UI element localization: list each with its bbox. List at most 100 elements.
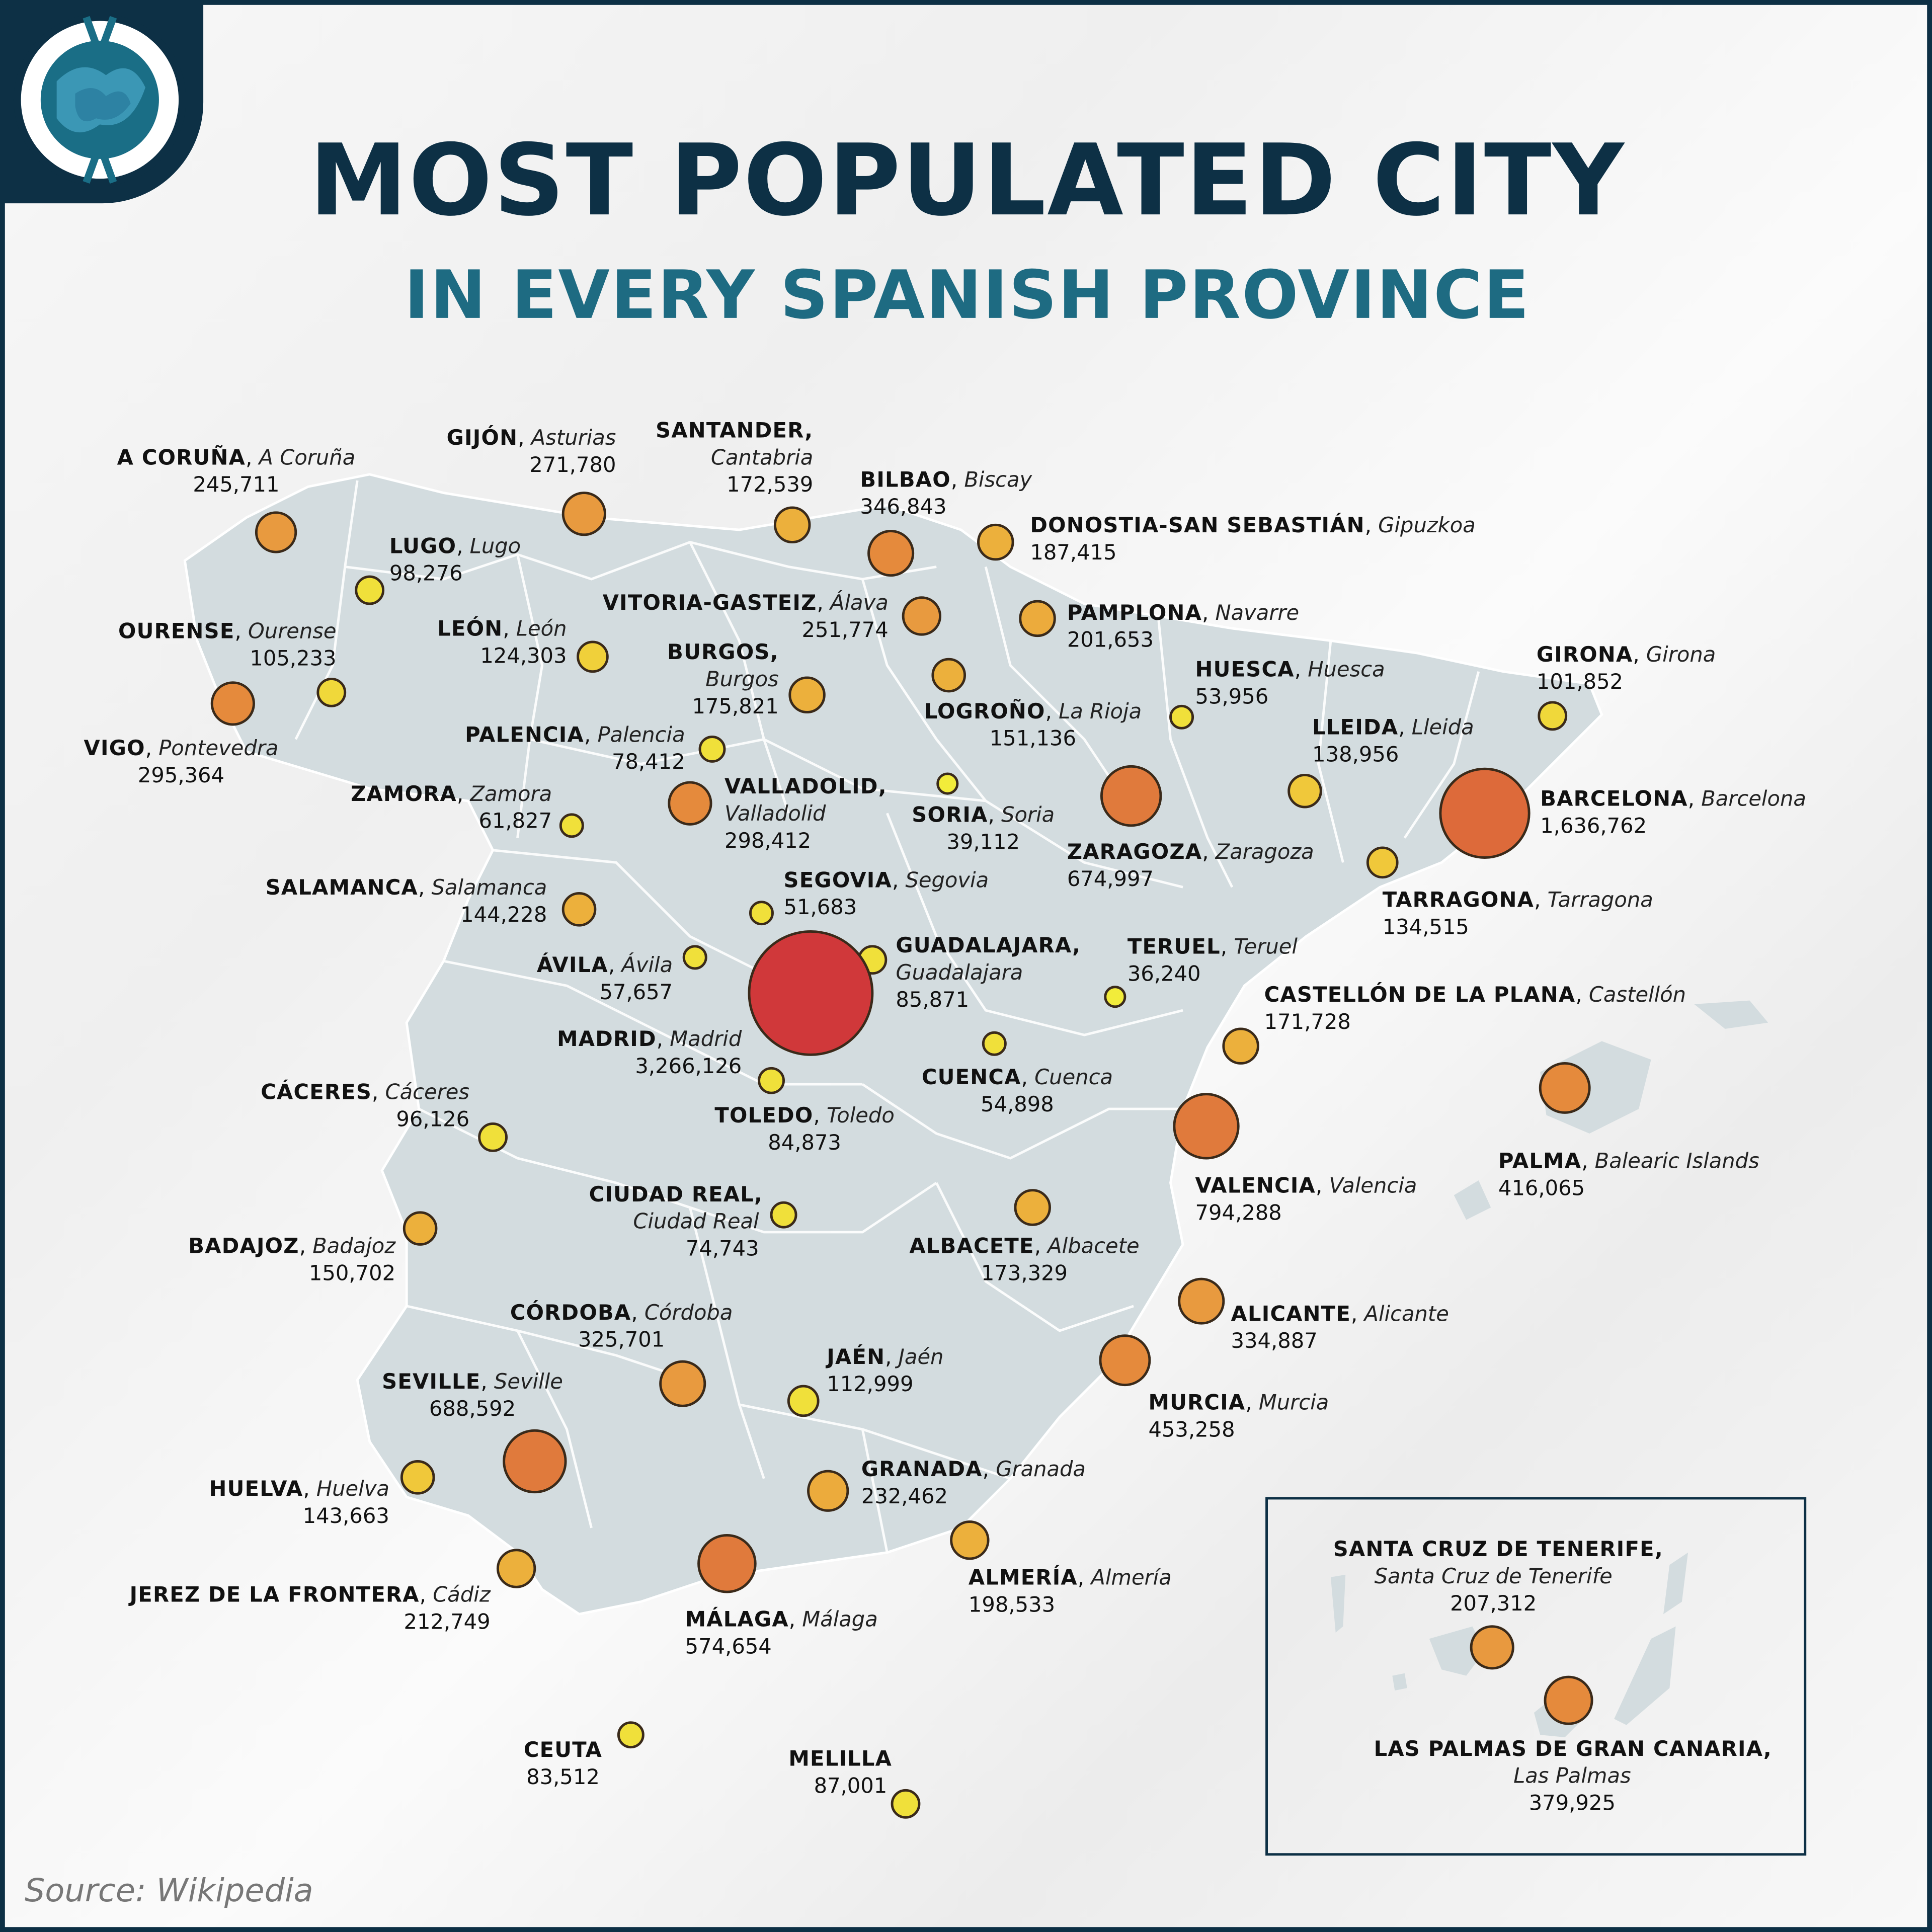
- label-jerez: JEREZ DE LA FRONTERA, Cádiz 212,749: [129, 1583, 491, 1635]
- bubble-jerez: [496, 1549, 536, 1588]
- bubble-gijon: [561, 492, 606, 536]
- label-almeria: ALMERÍA, Almería 198,533: [968, 1566, 1172, 1618]
- label-murcia: MURCIA, Murcia 453,258: [1148, 1391, 1329, 1443]
- source-note: Source: Wikipedia: [24, 1873, 313, 1910]
- bubble-lugo: [355, 575, 385, 605]
- label-gijon: GIJÓN, Asturias 271,780: [446, 426, 616, 478]
- label-huelva: HUELVA, Huelva 143,663: [209, 1477, 389, 1530]
- label-jaen: JAÉN, Jaén 112,999: [827, 1345, 944, 1398]
- bubble-cordoba: [659, 1360, 706, 1407]
- bubble-ourense: [316, 677, 347, 707]
- bubble-barcelona: [1439, 767, 1531, 859]
- bubble-lleida: [1287, 773, 1322, 809]
- bubble-valencia: [1173, 1093, 1240, 1160]
- bubble-vitoria: [902, 596, 942, 636]
- canary-islands-inset: [1265, 1497, 1807, 1856]
- label-las-palmas: LAS PALMAS DE GRAN CANARIA, Las Palmas 379…: [1374, 1737, 1772, 1816]
- bubble-teruel: [1104, 986, 1126, 1008]
- label-tarragona: TARRAGONA, Tarragona 134,515: [1382, 888, 1653, 940]
- bubble-murcia: [1099, 1334, 1151, 1387]
- mainland-land: [183, 473, 1603, 1616]
- canary-bubbles: [1470, 1625, 1593, 1725]
- bubble-malaga: [697, 1534, 757, 1593]
- label-granada: GRANADA, Granada 232,462: [861, 1458, 1086, 1510]
- label-ceuta: CEUTA 83,512: [523, 1738, 603, 1791]
- bubble-a-coruna: [255, 511, 297, 553]
- label-donostia: DONOSTIA-SAN SEBASTIÁN, Gipuzkoa 187,415: [1030, 514, 1476, 566]
- bubble-jaen: [787, 1385, 820, 1417]
- bubble-madrid: [748, 930, 874, 1056]
- label-avila: ÁVILA, Ávila 57,657: [536, 953, 673, 1006]
- bubble-albacete: [1014, 1189, 1051, 1226]
- label-bilbao: BILBAO, Biscay 346,843: [860, 468, 1032, 520]
- bubble-zamora: [559, 813, 584, 838]
- bubble-bilbao: [867, 530, 915, 577]
- label-segovia: SEGOVIA, Segovia 51,683: [783, 868, 989, 921]
- label-guadalajara: GUADALAJARA, Guadalajara 85,871: [896, 934, 1081, 1013]
- label-madrid: MADRID, Madrid 3,266,126: [557, 1027, 742, 1080]
- bubble-las-palmas: [1544, 1675, 1593, 1725]
- label-teruel: TERUEL, Teruel 36,240: [1127, 935, 1298, 987]
- city-bubbles: [210, 492, 1591, 1819]
- label-huesca: HUESCA, Huesca 53,956: [1195, 658, 1385, 710]
- label-melilla: MELILLA 87,001: [788, 1747, 893, 1799]
- label-cuenca: CUENCA, Cuenca 54,898: [921, 1066, 1113, 1118]
- bubble-zaragoza: [1100, 765, 1162, 827]
- label-ciudad-real: CIUDAD REAL, Ciudad Real 74,743: [589, 1183, 763, 1262]
- label-pamplona: PAMPLONA, Navarre 201,653: [1067, 601, 1300, 653]
- label-caceres: CÁCERES, Cáceres 96,126: [261, 1080, 470, 1133]
- bubble-vigo: [210, 681, 255, 726]
- label-cordoba: CÓRDOBA, Córdoba 325,701: [510, 1301, 733, 1353]
- bubble-almeria: [950, 1520, 990, 1560]
- logo-badge: [0, 0, 204, 204]
- bubble-palma: [1539, 1062, 1591, 1114]
- province-borders: [294, 480, 1480, 1553]
- label-toledo: TOLEDO, Toledo 84,873: [714, 1104, 895, 1156]
- bubble-santander: [773, 506, 811, 544]
- bubble-castellon: [1222, 1027, 1259, 1065]
- bubble-burgos: [788, 676, 826, 713]
- bubble-ciudad-real: [770, 1201, 797, 1229]
- label-santa-cruz: SANTA CRUZ DE TENERIFE, Santa Cruz de Ten…: [1333, 1538, 1663, 1617]
- label-valladolid: VALLADOLID, Valladolid 298,412: [725, 775, 887, 854]
- label-vitoria: VITORIA-GASTEIZ, Álava 251,774: [602, 591, 889, 643]
- label-malaga: MÁLAGA, Málaga 574,654: [685, 1607, 878, 1660]
- bubble-cuenca: [982, 1031, 1007, 1056]
- label-badajoz: BADAJOZ, Badajoz 150,702: [188, 1234, 396, 1286]
- page-subtitle: IN EVERY SPANISH PROVINCE: [404, 256, 1531, 334]
- label-lugo: LUGO, Lugo 98,276: [389, 534, 521, 587]
- label-logrono: LOGROÑO, La Rioja 151,136: [924, 700, 1142, 752]
- bubble-alicante: [1178, 1277, 1225, 1325]
- label-alicante: ALICANTE, Alicante 334,887: [1231, 1302, 1449, 1354]
- label-soria: SORIA, Soria 39,112: [912, 803, 1055, 855]
- canary-islands-land: [1330, 1552, 1688, 1738]
- label-valencia: VALENCIA, Valencia 794,288: [1195, 1174, 1417, 1226]
- label-castellon: CASTELLÓN DE LA PLANA, Castellón 171,728: [1264, 983, 1686, 1035]
- label-leon: LEÓN, León 124,303: [437, 617, 567, 669]
- bubble-palencia: [698, 736, 726, 763]
- bubble-toledo: [758, 1067, 785, 1094]
- label-ourense: OURENSE, Ourense 105,233: [118, 619, 337, 672]
- bubble-valladolid: [668, 781, 712, 826]
- bubble-seville: [503, 1429, 567, 1494]
- label-salamanca: SALAMANCA, Salamanca 144,228: [265, 876, 547, 928]
- circular-emblem-logo-icon: [13, 13, 186, 186]
- label-a-coruna: A CORUÑA, A Coruña 245,711: [117, 446, 356, 498]
- bubble-huesca: [1169, 704, 1194, 730]
- bubble-pamplona: [1019, 600, 1056, 637]
- label-girona: GIRONA, Girona 101,852: [1536, 643, 1716, 695]
- bubble-granada: [807, 1470, 849, 1512]
- bubble-santa-cruz: [1470, 1625, 1514, 1670]
- bubble-girona: [1538, 701, 1568, 731]
- bubble-soria: [936, 772, 959, 795]
- label-santander: SANTANDER, Cantabria 172,539: [656, 419, 814, 498]
- bubble-ceuta: [617, 1721, 645, 1749]
- bubble-melilla: [891, 1789, 921, 1819]
- bubble-segovia: [749, 901, 774, 926]
- bubble-tarragona: [1366, 846, 1399, 879]
- label-palencia: PALENCIA, Palencia 78,412: [465, 723, 685, 775]
- bubble-logrono: [931, 658, 967, 693]
- label-burgos: BURGOS, Burgos 175,821: [667, 640, 779, 720]
